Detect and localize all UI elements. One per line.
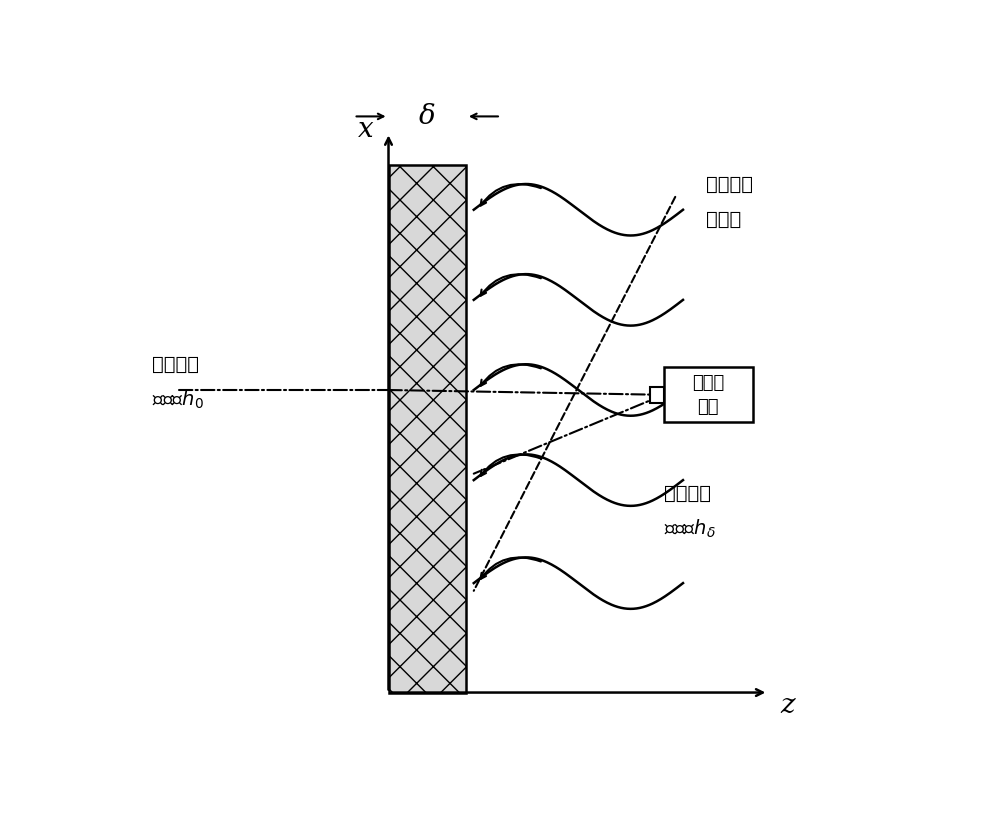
Text: 参考侧换: 参考侧换 [664, 483, 711, 502]
Bar [650, 387, 664, 403]
Text: 光热源: 光热源 [706, 210, 742, 229]
Bar [388, 165, 466, 692]
Bar [664, 368, 753, 422]
Text: 热系数$h_0$: 热系数$h_0$ [152, 389, 204, 410]
Text: 待测侧换: 待测侧换 [152, 354, 199, 374]
Text: δ: δ [419, 103, 436, 130]
Text: z: z [780, 692, 795, 719]
Text: 红外热
像仪: 红外热 像仪 [692, 374, 724, 415]
Text: 周期性激: 周期性激 [706, 175, 753, 193]
Text: 热系数$h_δ$: 热系数$h_δ$ [664, 517, 715, 539]
Text: x: x [357, 116, 373, 143]
